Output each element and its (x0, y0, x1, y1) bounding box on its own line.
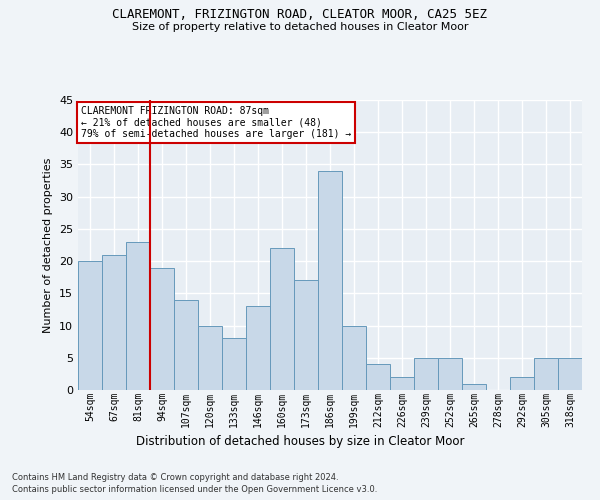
Text: CLAREMONT, FRIZINGTON ROAD, CLEATOR MOOR, CA25 5EZ: CLAREMONT, FRIZINGTON ROAD, CLEATOR MOOR… (113, 8, 487, 20)
Text: Distribution of detached houses by size in Cleator Moor: Distribution of detached houses by size … (136, 435, 464, 448)
Bar (558, 358, 582, 390)
Bar (126, 242, 150, 390)
Bar (438, 358, 462, 390)
Bar (246, 306, 270, 390)
Bar (102, 254, 126, 390)
Bar (462, 384, 486, 390)
Text: Size of property relative to detached houses in Cleator Moor: Size of property relative to detached ho… (132, 22, 468, 32)
Bar (222, 338, 246, 390)
Text: Contains HM Land Registry data © Crown copyright and database right 2024.: Contains HM Land Registry data © Crown c… (12, 472, 338, 482)
Bar (150, 268, 174, 390)
Bar (390, 377, 414, 390)
Text: Contains public sector information licensed under the Open Government Licence v3: Contains public sector information licen… (12, 485, 377, 494)
Bar (318, 171, 342, 390)
Text: CLAREMONT FRIZINGTON ROAD: 87sqm
← 21% of detached houses are smaller (48)
79% o: CLAREMONT FRIZINGTON ROAD: 87sqm ← 21% o… (80, 106, 351, 139)
Bar (414, 358, 438, 390)
Bar (366, 364, 390, 390)
Bar (78, 261, 102, 390)
Y-axis label: Number of detached properties: Number of detached properties (43, 158, 53, 332)
Bar (342, 326, 366, 390)
Bar (198, 326, 222, 390)
Bar (294, 280, 318, 390)
Bar (510, 377, 534, 390)
Bar (534, 358, 558, 390)
Bar (174, 300, 198, 390)
Bar (270, 248, 294, 390)
